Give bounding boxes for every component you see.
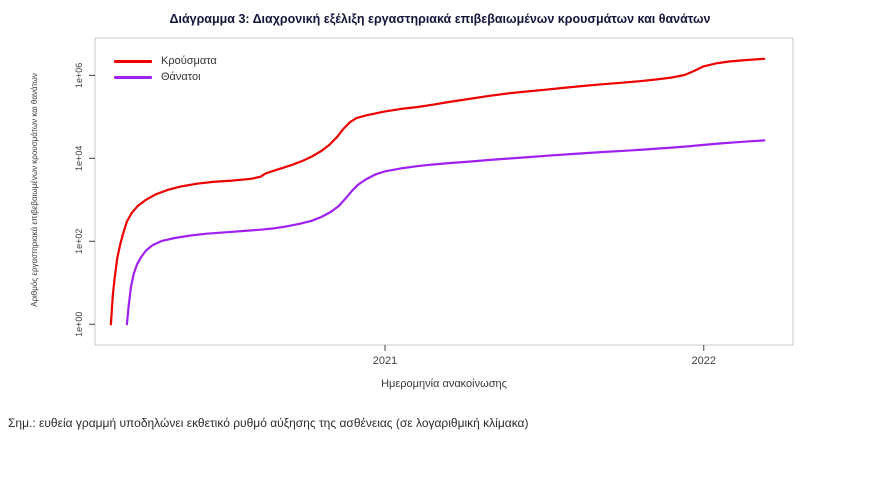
x-tick-label: 2022: [692, 355, 716, 367]
series-line-0: [109, 57, 766, 326]
y-tick-label: 1e+02: [74, 229, 84, 254]
chart-svg: 1e+00 1e+02 1e+04 1e+06 2021 2022: [74, 37, 794, 367]
legend-item-cases: Κρούσματα: [114, 53, 217, 69]
footnote: Σημ.: ευθεία γραμμή υποδηλώνει εκθετικό …: [8, 416, 529, 430]
cases-line-swatch: [114, 59, 152, 63]
legend-label-cases: Κρούσματα: [161, 55, 217, 67]
y-tick-label: 1e+06: [74, 63, 84, 88]
x-tick-label: 2021: [373, 355, 397, 367]
chart-title: Διάγραμμα 3: Διαχρονική εξέλιξη εργαστηρ…: [169, 12, 711, 26]
legend-item-deaths: Θάνατοι: [114, 69, 217, 85]
y-tick-label: 1e+00: [74, 312, 84, 337]
y-tick-label: 1e+04: [74, 146, 84, 171]
plot-panel-border: [94, 37, 794, 346]
deaths-line-swatch: [114, 75, 152, 79]
chart-legend: Κρούσματα Θάνατοι: [114, 53, 217, 85]
legend-label-deaths: Θάνατοι: [161, 71, 201, 83]
x-axis-label: Ημερομηνία ανακοίνωσης: [381, 378, 507, 390]
series-line-1: [125, 139, 766, 326]
